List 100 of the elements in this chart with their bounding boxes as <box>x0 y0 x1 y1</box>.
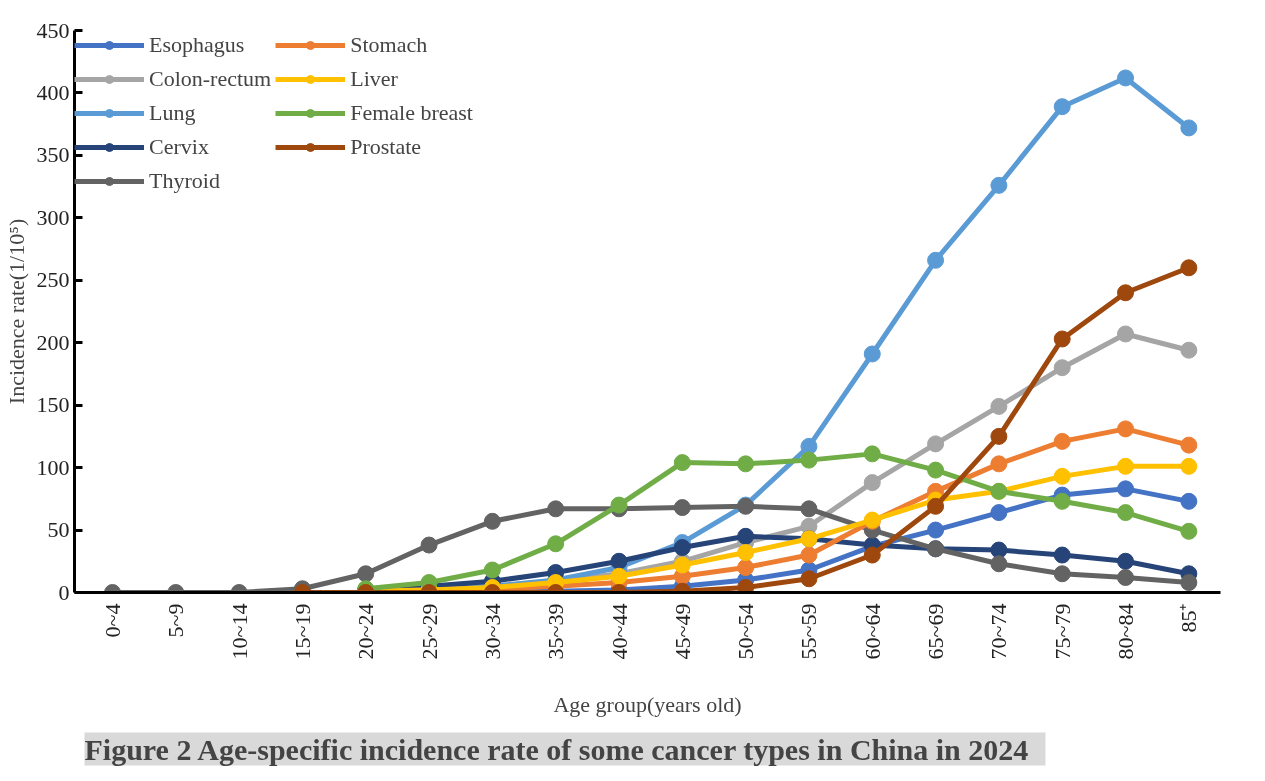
point <box>863 345 881 363</box>
point <box>1053 98 1071 116</box>
y-tick-label: 150 <box>36 392 70 418</box>
y-tick-label: 50 <box>47 517 70 543</box>
x-tick-label: 45~49 <box>669 603 695 660</box>
point <box>863 445 881 463</box>
point <box>1117 69 1135 87</box>
point <box>1117 420 1135 438</box>
legend-label: Prostate <box>350 133 422 161</box>
legend-label: Lung <box>149 99 196 127</box>
point <box>1117 480 1135 498</box>
legend-label: Stomach <box>350 31 428 59</box>
x-tick-label: 60~64 <box>859 603 885 660</box>
point <box>357 565 375 583</box>
point <box>737 559 755 577</box>
x-tick-label: 5~9 <box>163 603 189 638</box>
y-tick-label: 350 <box>36 142 70 168</box>
point <box>1180 259 1198 277</box>
point <box>1117 569 1135 586</box>
point <box>547 500 565 518</box>
x-tick-label: 75~79 <box>1049 603 1075 660</box>
legend-label: Cervix <box>149 133 209 161</box>
point <box>420 536 438 554</box>
point <box>673 539 691 557</box>
x-tick-label: 50~54 <box>733 603 759 660</box>
y-tick-label: 250 <box>36 267 70 293</box>
point <box>1180 119 1198 137</box>
point <box>673 454 691 472</box>
point <box>800 546 818 564</box>
point <box>1053 546 1071 564</box>
legend-label: Liver <box>350 65 398 93</box>
x-tick-label: 65~69 <box>923 603 949 660</box>
legend-label: Thyroid <box>149 167 220 195</box>
text: Figure 2 Age-specific incidence rate of some cancer types in China in 2024 <box>84 732 1029 766</box>
point <box>990 176 1008 194</box>
point <box>483 512 501 530</box>
point <box>1053 467 1071 485</box>
point <box>610 552 628 570</box>
point <box>1180 522 1198 540</box>
point <box>1053 492 1071 510</box>
legend-label: Female breast <box>350 99 473 127</box>
point <box>927 461 945 479</box>
y-tick-label: 100 <box>36 454 70 480</box>
point <box>800 451 818 469</box>
x-tick-label: 20~24 <box>353 603 379 660</box>
point <box>1117 457 1135 475</box>
y-tick-label: 300 <box>36 204 70 230</box>
point <box>737 579 755 593</box>
x-tick-label: 25~29 <box>416 603 442 660</box>
y-axis-title: Incidence rate(1/10⁵) <box>3 218 29 405</box>
point <box>1053 432 1071 450</box>
point <box>800 500 818 518</box>
x-tick-label: 10~14 <box>226 603 252 660</box>
y-tick-label: 400 <box>36 79 70 105</box>
x-tick-label: 30~34 <box>479 603 505 660</box>
x-tick-label: 0~4 <box>99 603 125 638</box>
point <box>1180 574 1198 591</box>
x-tick-label: 35~39 <box>543 603 569 660</box>
point <box>547 535 565 553</box>
point <box>927 251 945 269</box>
legend-label: Esophagus <box>149 31 245 59</box>
y-tick-label: 0 <box>58 579 70 605</box>
point <box>1180 341 1198 359</box>
point <box>1053 359 1071 377</box>
point <box>990 427 1008 445</box>
point <box>1117 504 1135 522</box>
x-tick-label: 80~84 <box>1113 603 1139 660</box>
point <box>1053 330 1071 348</box>
point <box>800 570 818 588</box>
x-tick-label: 40~44 <box>606 603 632 660</box>
point <box>1053 565 1071 583</box>
point <box>927 497 945 515</box>
point <box>863 546 881 564</box>
point <box>1117 552 1135 570</box>
point <box>990 504 1008 522</box>
point <box>927 435 945 453</box>
point <box>673 556 691 574</box>
x-tick-label: 55~59 <box>796 603 822 660</box>
point <box>483 561 501 579</box>
point <box>610 496 628 514</box>
point <box>863 474 881 492</box>
point <box>927 521 945 539</box>
point <box>1180 457 1198 475</box>
point <box>737 455 755 473</box>
point <box>1117 325 1135 343</box>
y-tick-label: 200 <box>36 329 70 355</box>
point <box>1180 492 1198 510</box>
x-tick-label: 70~74 <box>986 603 1012 660</box>
point <box>1117 284 1135 302</box>
point <box>800 437 818 455</box>
point <box>737 544 755 562</box>
x-tick-label: 85⁺ <box>1176 603 1202 633</box>
point <box>737 527 755 545</box>
y-tick-label: 450 <box>36 17 70 43</box>
point <box>990 541 1008 559</box>
point <box>990 397 1008 415</box>
point <box>673 499 691 517</box>
x-tick-label: 15~19 <box>289 603 315 660</box>
point <box>1180 436 1198 454</box>
point <box>990 455 1008 473</box>
